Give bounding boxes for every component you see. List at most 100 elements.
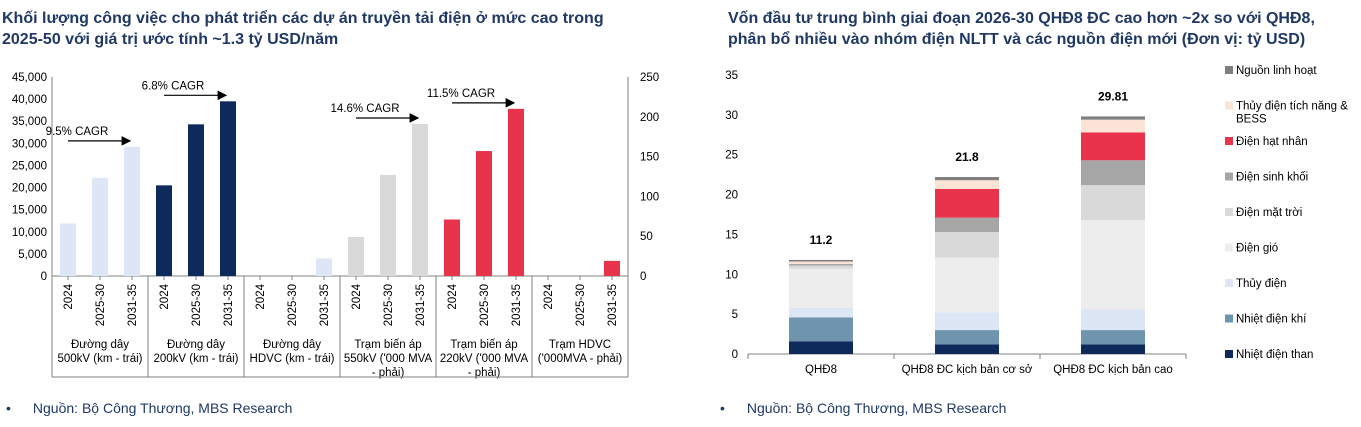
year-tick-label: 2024 (159, 283, 171, 309)
group-label: HDVC (km - trái) (250, 353, 335, 365)
left-source-text: Nguồn: Bộ Công Thương, MBS Research (32, 400, 293, 416)
left-y-tick-label: 35,000 (12, 116, 47, 128)
legend-label: Nhiệt điện than (1236, 349, 1313, 361)
left-chart-title-line-1: Khối lượng công việc cho phát triển các … (2, 10, 604, 27)
group-label: 500kV (km - trái) (58, 353, 143, 365)
legend-swatch (1225, 208, 1233, 216)
stacked-segment (935, 344, 999, 354)
legend-swatch (1225, 66, 1233, 74)
legend-swatch (1225, 101, 1233, 110)
legend-swatch (1225, 314, 1233, 323)
stacked-segment (935, 177, 999, 181)
legend-label: Điện gió (1236, 243, 1278, 255)
group-label: Đường dây (263, 339, 321, 351)
legend-label: Điện mặt trời (1236, 207, 1302, 219)
year-tick-label: 2031-35 (319, 284, 331, 326)
year-tick-label: 2024 (543, 283, 555, 309)
bar (156, 185, 172, 276)
stacked-segment (789, 307, 853, 318)
left-y-tick-label: 40,000 (12, 94, 47, 106)
y-tick-label: 35 (725, 70, 738, 82)
legend-label: BESS (1236, 114, 1267, 126)
right-y-tick-label: 200 (640, 112, 659, 124)
year-tick-label: 2025-30 (95, 284, 107, 326)
stacked-segment (1081, 330, 1145, 345)
stacked-segment (935, 217, 999, 233)
year-tick-label: 2031-35 (607, 284, 619, 326)
bar (508, 108, 524, 276)
bar (316, 258, 332, 276)
group-label: Trạm HDVC (549, 339, 611, 351)
year-tick-label: 2031-35 (127, 284, 139, 326)
y-tick-label: 15 (725, 229, 738, 241)
category-label: QHĐ8 (805, 364, 837, 376)
legend-label: Nguồn linh hoạt (1236, 65, 1317, 77)
cagr-label: 11.5% CAGR (427, 88, 495, 100)
group-label: Trạm biến áp (354, 339, 421, 351)
year-tick-label: 2025-30 (383, 284, 395, 326)
group-label: 220kV ('000 MVA (440, 353, 529, 365)
year-tick-label: 2024 (351, 283, 363, 309)
y-tick-label: 30 (725, 110, 738, 122)
bar (380, 174, 396, 276)
category-label: QHĐ8 ĐC kịch bản cơ sở (902, 364, 1033, 376)
left-chart-title-line-2: 2025-50 với giá trị ước tính ~1.3 tỷ USD… (2, 31, 339, 48)
year-tick-label: 2025-30 (287, 284, 299, 326)
stacked-segment (935, 257, 999, 313)
bar (604, 260, 620, 276)
left-source-note: • Nguồn: Bộ Công Thương, MBS Research (6, 400, 292, 416)
left-y-tick-label: 25,000 (12, 160, 47, 172)
right-y-tick-label: 50 (640, 231, 653, 243)
legend-label: Điện hạt nhân (1236, 136, 1308, 148)
group-label: - phải) (468, 367, 501, 379)
right-y-tick-label: 100 (640, 191, 659, 203)
year-tick-label: 2031-35 (415, 284, 427, 326)
right-y-tick-label: 150 (640, 152, 659, 164)
left-y-tick-label: 5,000 (18, 249, 47, 261)
cagr-label: 9.5% CAGR (46, 126, 109, 138)
group-label: Trạm biến áp (450, 339, 517, 351)
group-label: 550kV ('000 MVA (344, 353, 433, 365)
legend-label: Điện sinh khối (1236, 172, 1308, 184)
category-label: QHĐ8 ĐC kịch bản cao (1053, 364, 1173, 376)
stacked-segment (789, 263, 853, 266)
stacked-segment (789, 259, 853, 262)
bar (92, 177, 108, 276)
right-y-tick-label: 250 (640, 72, 659, 84)
legend-swatch (1225, 243, 1233, 252)
right-source-note: • Nguồn: Bộ Công Thương, MBS Research (720, 400, 1006, 416)
stacked-segment (789, 317, 853, 342)
stacked-segment (1081, 132, 1145, 161)
stacked-segment (935, 188, 999, 218)
right-chart-title-line-2: phân bổ nhiều vào nhóm điện NLTT và các … (728, 31, 1306, 48)
stacked-segment (1081, 119, 1145, 133)
total-label: 29.81 (1098, 89, 1128, 103)
legend-label: Thủy điện tích năng & (1236, 101, 1348, 113)
legend-swatch (1225, 172, 1233, 181)
y-tick-label: 10 (725, 269, 738, 281)
stacked-segment (1081, 116, 1145, 120)
left-y-tick-label: 30,000 (12, 138, 47, 150)
year-tick-label: 2024 (63, 283, 75, 309)
bar (124, 146, 140, 276)
year-tick-label: 2024 (447, 283, 459, 309)
legend-swatch (1225, 137, 1233, 145)
bar (348, 236, 364, 276)
stacked-segment (789, 341, 853, 354)
legend-swatch (1225, 279, 1233, 287)
stacked-segment (1081, 185, 1145, 221)
bar (476, 151, 492, 276)
year-tick-label: 2031-35 (511, 284, 523, 326)
left-y-tick-label: 0 (41, 271, 47, 283)
group-label: 200kV (km - trái) (154, 353, 239, 365)
group-label: Đường dây (71, 339, 129, 351)
stacked-segment (935, 312, 999, 331)
transmission-workload-chart: 0 5,000 10,000 15,000 20,000 25,000 30,000 35,0… (12, 72, 659, 379)
bar (60, 223, 76, 276)
year-tick-label: 2031-35 (223, 284, 235, 326)
group-label: Đường dây (167, 339, 225, 351)
bar (188, 124, 204, 276)
cagr-label: 6.8% CAGR (142, 80, 205, 92)
stacked-segment (935, 330, 999, 345)
y-tick-label: 5 (732, 309, 738, 321)
